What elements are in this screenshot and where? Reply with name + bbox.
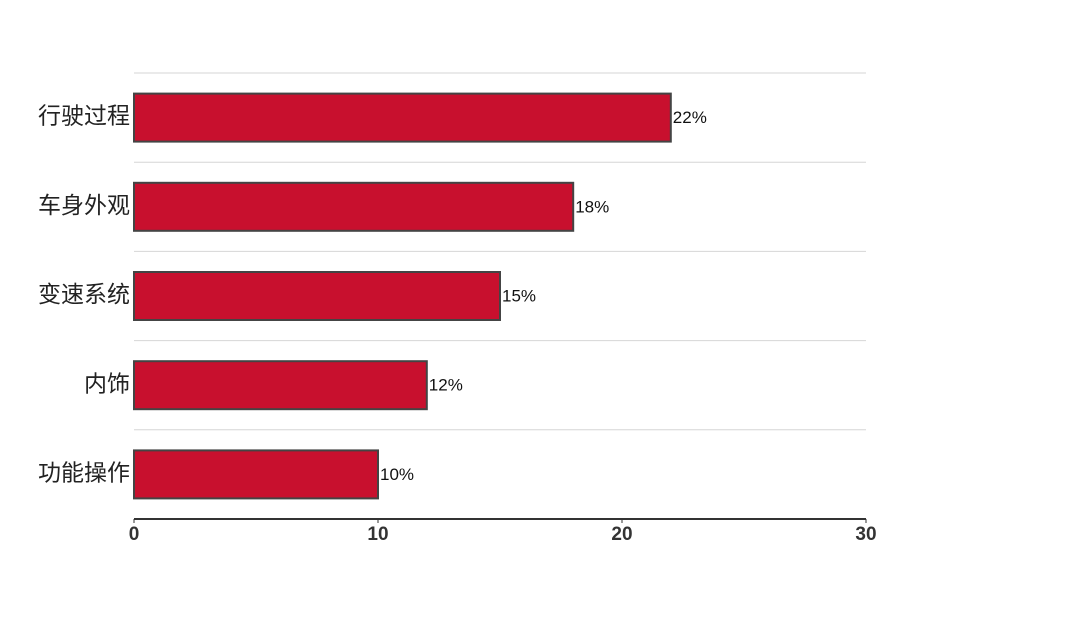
- value-label: 12%: [429, 376, 463, 395]
- x-tick-label: 30: [855, 524, 876, 545]
- bar: [133, 92, 672, 143]
- value-label: 22%: [673, 108, 707, 127]
- bar: [133, 360, 428, 411]
- x-tick-label: 0: [129, 524, 140, 545]
- value-label: 18%: [575, 197, 609, 216]
- y-tick-label: 变速系统: [38, 281, 130, 307]
- bar: [133, 181, 575, 232]
- y-tick-label: 内饰: [84, 370, 130, 396]
- bar: [133, 449, 379, 500]
- bar: [133, 271, 501, 321]
- value-label: 15%: [502, 286, 536, 305]
- x-tick-label: 10: [367, 524, 388, 545]
- y-tick-label: 功能操作: [38, 459, 130, 485]
- y-tick-label: 车身外观: [38, 192, 130, 218]
- y-tick-label: 行驶过程: [38, 103, 130, 129]
- value-label: 10%: [380, 465, 414, 484]
- x-tick-label: 20: [611, 524, 632, 545]
